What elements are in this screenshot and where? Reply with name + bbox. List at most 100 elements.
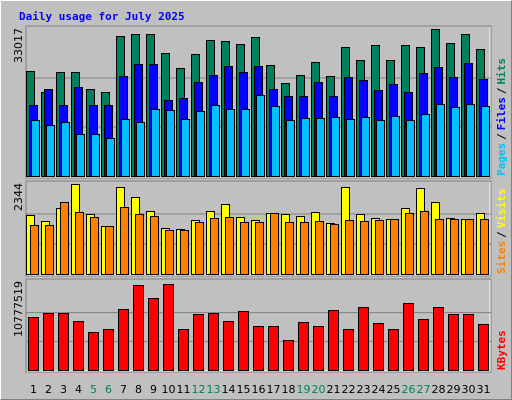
- x-tick-label: 26: [402, 383, 416, 396]
- bar: [118, 309, 129, 372]
- bar: [466, 104, 475, 177]
- bar: [298, 322, 309, 372]
- bar: [418, 319, 429, 372]
- x-tick-label: 11: [177, 383, 191, 396]
- bar: [390, 219, 399, 275]
- y-max-label: 10777519: [12, 281, 25, 337]
- bar: [315, 221, 324, 276]
- bar: [208, 313, 219, 372]
- x-tick-label: 18: [282, 383, 296, 396]
- bar: [403, 303, 414, 372]
- bar: [448, 314, 459, 372]
- bar: [136, 122, 145, 177]
- bar: [105, 226, 114, 276]
- bar: [166, 109, 175, 177]
- bar: [286, 119, 295, 177]
- legend-entry: KBytes: [495, 330, 508, 370]
- bar: [361, 117, 370, 177]
- x-tick-label: 10: [162, 383, 176, 396]
- x-tick-label: 28: [432, 383, 446, 396]
- bar: [375, 220, 384, 276]
- legend-separator: /: [495, 231, 508, 238]
- bar: [30, 225, 39, 275]
- x-tick-label: 2: [45, 383, 52, 396]
- bar: [435, 219, 444, 275]
- bar: [268, 326, 279, 372]
- bar: [223, 321, 234, 372]
- bar: [450, 219, 459, 275]
- bar: [253, 326, 264, 372]
- bar: [451, 107, 460, 177]
- x-tick-label: 30: [462, 383, 476, 396]
- bar: [301, 118, 310, 177]
- x-tick-label: 31: [477, 383, 491, 396]
- bar: [210, 218, 219, 275]
- bar: [313, 326, 324, 372]
- bar: [151, 109, 160, 177]
- bar: [316, 118, 325, 177]
- legend-entry: Sites: [495, 241, 508, 274]
- x-tick-label: 17: [267, 383, 281, 396]
- bar: [436, 104, 445, 177]
- x-tick-label: 20: [312, 383, 326, 396]
- legend: Sites / Visits: [495, 189, 508, 275]
- legend-separator: /: [495, 87, 508, 94]
- bar: [240, 222, 249, 276]
- bar: [150, 216, 159, 275]
- x-tick-label: 3: [60, 383, 67, 396]
- bar: [103, 329, 114, 372]
- bar: [328, 310, 339, 372]
- bar: [211, 104, 220, 177]
- bar: [88, 332, 99, 372]
- bar: [28, 317, 39, 372]
- bar: [345, 220, 354, 276]
- bar: [196, 111, 205, 177]
- bar: [255, 222, 264, 276]
- bar: [46, 124, 55, 178]
- bar: [481, 106, 490, 177]
- bar: [360, 221, 369, 276]
- chart-title: Daily usage for July 2025: [19, 10, 185, 23]
- bar: [283, 340, 294, 372]
- bar: [391, 116, 400, 178]
- x-tick-label: 6: [105, 383, 112, 396]
- x-tick-label: 25: [387, 383, 401, 396]
- bar: [148, 298, 159, 372]
- x-tick-label: 1: [30, 383, 37, 396]
- bar: [58, 313, 69, 372]
- bar: [376, 119, 385, 177]
- bar: [270, 212, 279, 275]
- x-tick-label: 9: [150, 383, 157, 396]
- bar: [433, 307, 444, 372]
- bar: [480, 219, 489, 275]
- bar: [406, 119, 415, 177]
- bar: [73, 321, 84, 372]
- bar: [300, 222, 309, 276]
- bar: [43, 313, 54, 372]
- x-tick-label: 21: [327, 383, 341, 396]
- bar: [358, 307, 369, 372]
- bar: [346, 119, 355, 178]
- bar: [163, 284, 174, 371]
- legend-entry: Visits: [495, 189, 508, 229]
- bar: [420, 210, 429, 276]
- bar: [60, 202, 69, 275]
- x-tick-label: 22: [342, 383, 356, 396]
- bar: [91, 134, 100, 177]
- bar: [285, 222, 294, 276]
- bar: [421, 114, 430, 178]
- bar: [241, 109, 250, 177]
- x-tick-label: 13: [207, 383, 221, 396]
- bar: [180, 229, 189, 275]
- bar: [226, 109, 235, 177]
- bar: [165, 229, 174, 275]
- bar: [106, 138, 115, 177]
- bar: [463, 314, 474, 372]
- bar: [45, 225, 54, 275]
- bar: [31, 119, 40, 177]
- bar: [120, 206, 129, 275]
- x-tick-label: 12: [192, 383, 206, 396]
- bar: [90, 217, 99, 275]
